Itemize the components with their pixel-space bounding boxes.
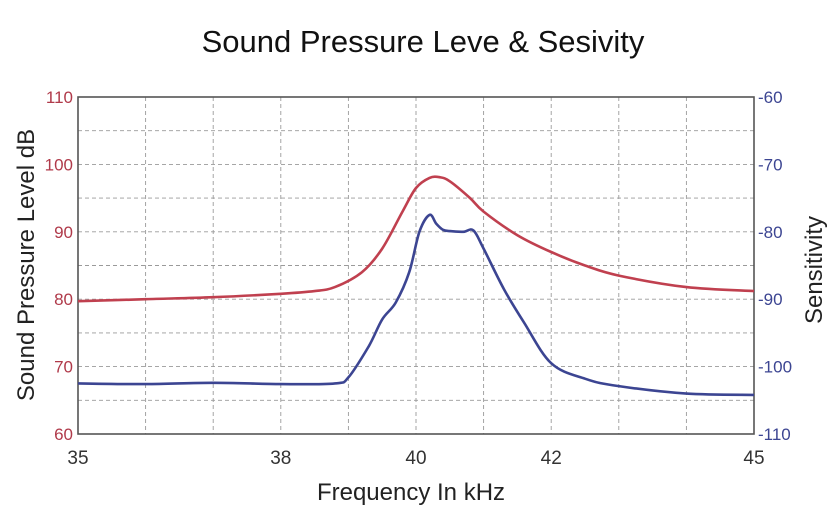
series-layer <box>77 175 755 397</box>
y-tick-label: 60 <box>54 425 73 444</box>
series-line-spl <box>77 175 755 303</box>
y-tick-label: 90 <box>54 223 73 242</box>
y2-tick-label: -80 <box>758 223 783 242</box>
y-tick-label: 70 <box>54 358 73 377</box>
chart-title: Sound Pressure Leve & Sesivity <box>202 24 645 59</box>
y-axis-title: Sound Pressure Level dB <box>13 129 40 401</box>
x-axis-title: Frequency In kHz <box>317 479 505 506</box>
tick-labels: 60 70 80 90 100 110 -60 -70 -80 -90 -100 -110 35 38 40… <box>45 88 792 469</box>
y2-tick-label: -70 <box>758 155 783 174</box>
x-tick-label: 42 <box>541 448 562 469</box>
x-tick-label: 40 <box>405 448 426 469</box>
x-tick-label: 38 <box>270 448 291 469</box>
x-tick-label: 35 <box>67 448 88 469</box>
y-tick-label: 80 <box>54 290 73 309</box>
y2-tick-label: -100 <box>758 358 792 377</box>
y-tick-label: 100 <box>45 155 73 174</box>
y2-tick-label: -110 <box>758 425 791 444</box>
plot-area <box>77 96 755 435</box>
y2-tick-label: -90 <box>758 290 783 309</box>
x-tick-label: 45 <box>743 448 764 469</box>
y2-tick-label: -60 <box>758 88 783 107</box>
y2-axis-title: Sensitivity <box>801 216 828 324</box>
y-tick-label: 110 <box>46 88 73 107</box>
series-line-sensitivity <box>77 213 755 397</box>
